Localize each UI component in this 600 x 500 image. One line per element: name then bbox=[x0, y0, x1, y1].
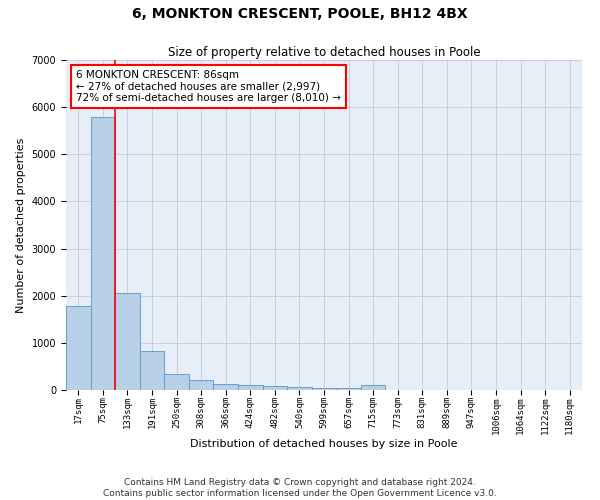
Title: Size of property relative to detached houses in Poole: Size of property relative to detached ho… bbox=[167, 46, 481, 59]
X-axis label: Distribution of detached houses by size in Poole: Distribution of detached houses by size … bbox=[190, 440, 458, 450]
Bar bbox=[312, 388, 336, 390]
Bar bbox=[91, 116, 115, 390]
Bar bbox=[189, 380, 214, 390]
Bar bbox=[287, 387, 312, 390]
Text: 6 MONKTON CRESCENT: 86sqm
← 27% of detached houses are smaller (2,997)
72% of se: 6 MONKTON CRESCENT: 86sqm ← 27% of detac… bbox=[76, 70, 341, 103]
Text: 6, MONKTON CRESCENT, POOLE, BH12 4BX: 6, MONKTON CRESCENT, POOLE, BH12 4BX bbox=[132, 8, 468, 22]
Y-axis label: Number of detached properties: Number of detached properties bbox=[16, 138, 26, 312]
Bar bbox=[140, 352, 164, 390]
Bar bbox=[164, 374, 189, 390]
Bar bbox=[66, 306, 91, 390]
Text: Contains HM Land Registry data © Crown copyright and database right 2024.
Contai: Contains HM Land Registry data © Crown c… bbox=[103, 478, 497, 498]
Bar bbox=[238, 385, 263, 390]
Bar bbox=[214, 384, 238, 390]
Bar bbox=[336, 388, 361, 390]
Bar bbox=[361, 385, 385, 390]
Bar bbox=[263, 386, 287, 390]
Bar bbox=[115, 293, 140, 390]
